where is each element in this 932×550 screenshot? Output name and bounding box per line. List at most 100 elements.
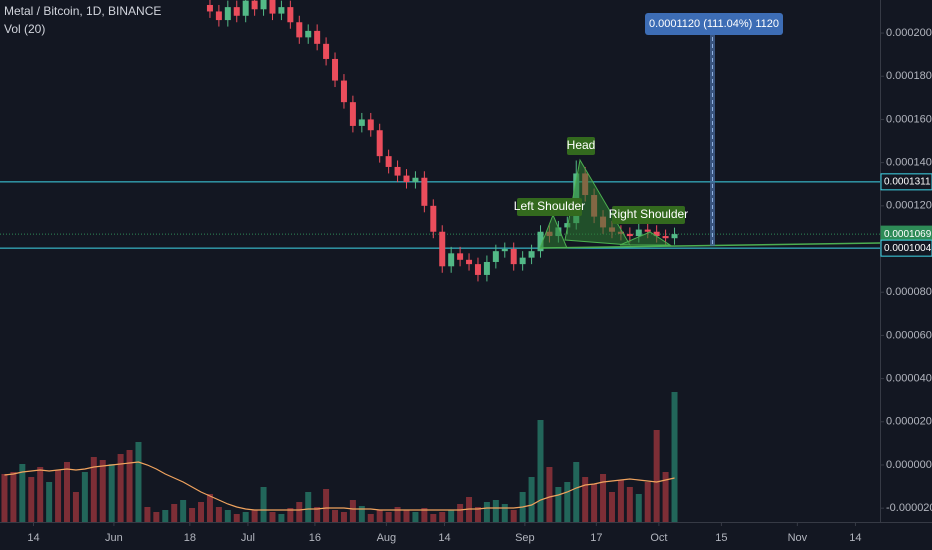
x-tick-label: 14 <box>849 532 861 544</box>
label-box <box>567 137 595 155</box>
volume-bar <box>233 514 240 522</box>
candle-body <box>501 249 508 252</box>
volume-bar <box>617 480 624 522</box>
price-line-box <box>880 173 932 191</box>
candle-body <box>376 130 383 157</box>
candle-body <box>323 43 330 59</box>
measure-label: 0.0001120 (111.04%) 1120 <box>649 18 779 30</box>
volume-bar <box>430 514 437 522</box>
volume-bar <box>501 504 508 522</box>
candle-body <box>278 7 285 14</box>
volume-bar <box>349 500 356 522</box>
volume-bar <box>671 392 678 522</box>
candle-body <box>358 119 365 126</box>
annotation: Left Shoulder <box>514 199 585 213</box>
volume-bar <box>644 482 651 522</box>
candle-body <box>332 58 339 81</box>
volume-bar <box>10 472 17 522</box>
x-tick-label: 14 <box>27 532 39 544</box>
candle-body <box>644 229 651 232</box>
candle-body <box>430 205 437 232</box>
candle-body <box>269 0 276 14</box>
x-tick-label: Nov <box>788 532 808 544</box>
volume-bar <box>90 457 97 522</box>
chart-title: Metal / Bitcoin, 1D, BINANCE <box>4 4 161 18</box>
volume-bar <box>171 504 178 522</box>
volume-bar <box>37 467 44 522</box>
candle-body <box>671 234 678 239</box>
candle-body <box>206 4 213 12</box>
volume-bar <box>555 487 562 522</box>
price-line-label: 0.0001311 <box>884 176 931 187</box>
volume-bar <box>600 474 607 522</box>
volume-bar <box>546 467 553 522</box>
volume-bar <box>314 507 321 522</box>
candle-body <box>215 11 222 21</box>
candle-body <box>287 7 294 23</box>
volume-bar <box>483 502 490 522</box>
candle-body <box>385 156 392 167</box>
candle-body <box>251 0 258 10</box>
annotation: Head <box>567 138 596 152</box>
candle-body <box>528 251 535 258</box>
volume-bar <box>296 502 303 522</box>
y-tick-label: 0.0000000 <box>886 459 932 471</box>
volume-bar <box>510 510 517 522</box>
volume-bar <box>537 420 544 522</box>
volume-bar <box>180 500 187 522</box>
pattern: Head Left Shoulder Right Shoulder <box>514 137 881 249</box>
candle-body <box>224 7 231 21</box>
volume-bar <box>162 510 169 522</box>
volume-bar <box>305 492 312 522</box>
candle-body <box>340 80 347 103</box>
candle-body <box>394 166 401 176</box>
volume-bar <box>46 482 53 522</box>
candle-body <box>448 253 455 267</box>
candle-body <box>305 30 312 38</box>
candle-body <box>314 30 321 44</box>
volume-bar <box>28 477 35 522</box>
candle-body <box>233 7 240 16</box>
volume-bar <box>242 512 249 522</box>
x-tick-label: Oct <box>650 532 667 544</box>
x-tick-label: Aug <box>377 532 397 544</box>
volume-bar <box>224 510 231 522</box>
volume-bar <box>278 514 285 522</box>
candle-body <box>403 175 410 183</box>
volume-bar <box>81 472 88 522</box>
candle-body <box>296 22 303 38</box>
volume-bar <box>608 492 615 522</box>
candle-body <box>492 251 499 262</box>
candle-body <box>519 257 526 265</box>
volume-bar <box>626 487 633 522</box>
candle-body <box>537 231 544 252</box>
volume-ma <box>4 461 675 511</box>
measure-box <box>645 13 783 35</box>
label-box <box>517 198 582 216</box>
candle-body <box>367 119 374 131</box>
volume-bar <box>55 470 62 522</box>
volume-bar <box>117 454 124 522</box>
volume-bar <box>340 512 347 522</box>
x-tick-label: Jul <box>241 532 255 544</box>
candle-body <box>510 249 517 265</box>
volume-bar <box>635 494 642 522</box>
volume-bar <box>198 502 205 522</box>
volume-bar <box>108 464 115 522</box>
volume-bar <box>394 507 401 522</box>
volume-bar <box>421 508 428 522</box>
volume-bar <box>492 500 499 522</box>
volume-bar <box>64 462 71 522</box>
volume-bar <box>448 510 455 522</box>
volume-bar <box>332 510 339 522</box>
x-tick-label: 15 <box>715 532 727 544</box>
volume-bar <box>269 512 276 522</box>
